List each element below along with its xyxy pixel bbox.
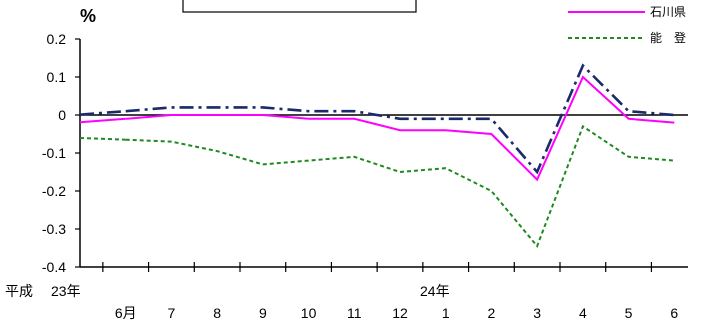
x-tick-label: 3 xyxy=(533,305,541,320)
y-tick-label: 0.1 xyxy=(47,69,67,85)
y-tick-label: -0.4 xyxy=(42,259,66,275)
series-line-2 xyxy=(125,124,675,249)
x-tick-label: 11 xyxy=(347,305,362,320)
x-tick-label: 1 xyxy=(442,305,450,320)
legend-label-1: 石川県 xyxy=(650,5,686,19)
x-tick-label: 2 xyxy=(488,305,496,320)
y-tick-label: 0.2 xyxy=(47,31,67,47)
series-line-start-0 xyxy=(79,109,126,116)
legend-box xyxy=(182,0,417,13)
x-tick-label: 7 xyxy=(168,305,176,320)
x-tick-label: 10 xyxy=(301,305,317,320)
x-tick-label: 6月 xyxy=(115,305,137,320)
year-label-24: 24年 xyxy=(420,283,450,299)
series-line-start-2 xyxy=(79,136,126,141)
year-label-23: 23年 xyxy=(51,283,81,299)
y-tick-label: -0.2 xyxy=(42,183,66,199)
legend-label-2: 能 登 xyxy=(650,30,686,45)
x-tick-label: 6 xyxy=(670,305,678,320)
x-tick-label: 4 xyxy=(579,305,587,320)
series-line-start-1 xyxy=(79,117,126,124)
y-unit-label: % xyxy=(80,6,96,26)
x-axis: 6月 7 8 9 10 11 12 1 2 3 4 5 6 xyxy=(80,262,688,320)
series-line-1 xyxy=(125,75,675,182)
y-tick-label: -0.3 xyxy=(42,221,66,237)
x-tick-label: 12 xyxy=(392,305,408,320)
series-layer xyxy=(79,63,675,249)
era-label: 平成 xyxy=(5,283,33,299)
x-tick-label: 5 xyxy=(625,305,633,320)
y-tick-label: -0.1 xyxy=(42,145,66,161)
y-axis: 0.2 0.1 0 -0.1 -0.2 -0.3 -0.4 xyxy=(42,31,688,275)
x-tick-label: 9 xyxy=(259,305,267,320)
x-tick-label: 8 xyxy=(213,305,221,320)
y-tick-label: 0 xyxy=(58,107,66,123)
series-line-0 xyxy=(125,63,675,175)
